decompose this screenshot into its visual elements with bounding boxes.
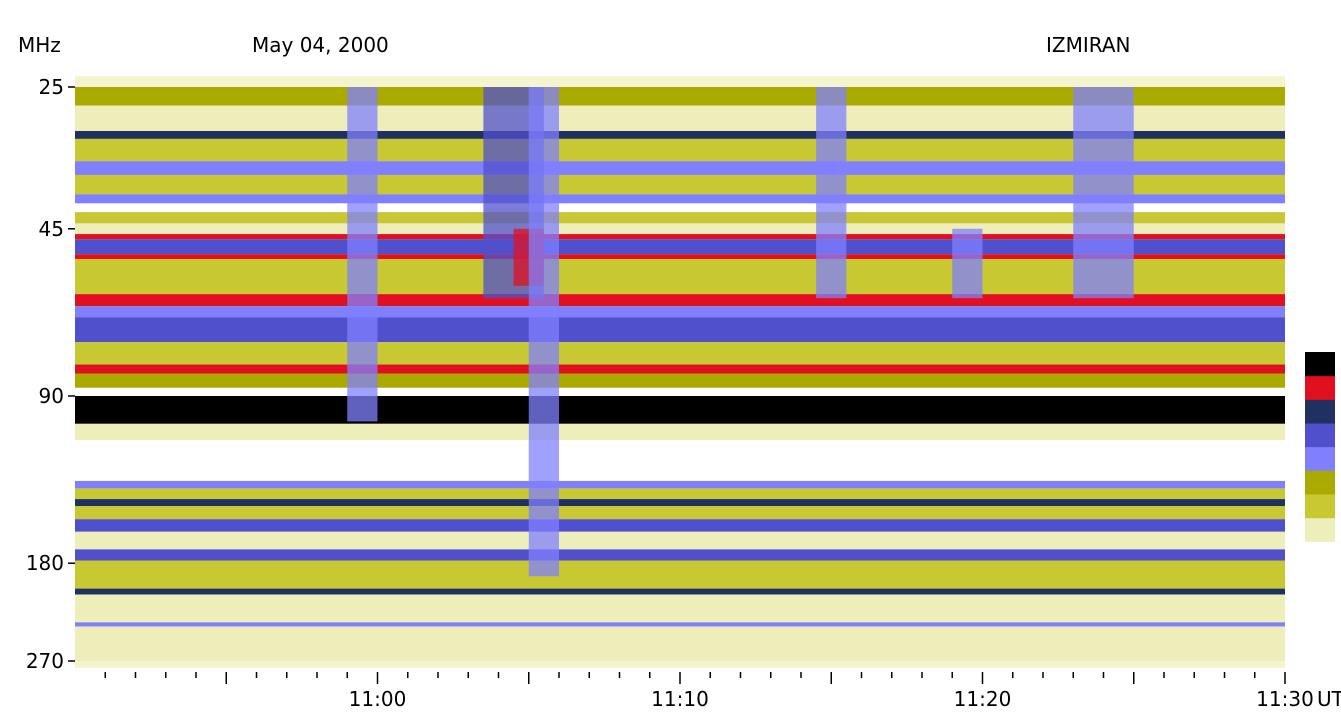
frequency-band-9 bbox=[75, 223, 1285, 235]
radio-burst-0 bbox=[347, 87, 378, 422]
frequency-band-15 bbox=[75, 306, 1285, 318]
colorbar-step-5 bbox=[1305, 423, 1335, 448]
colorbar-step-6 bbox=[1305, 399, 1335, 424]
radio-burst-4 bbox=[816, 87, 847, 299]
spectrogram-bursts bbox=[347, 87, 1134, 577]
frequency-band-33 bbox=[75, 588, 1285, 595]
date-label: May 04, 2000 bbox=[252, 33, 389, 57]
frequency-band-23 bbox=[75, 439, 1285, 481]
frequency-band-6 bbox=[75, 194, 1285, 204]
observatory-label: IZMIRAN bbox=[1046, 33, 1130, 57]
freq-tick-label-90: 90 bbox=[39, 384, 64, 408]
freq-tick-label-45: 45 bbox=[39, 217, 64, 241]
colorbar-step-3 bbox=[1305, 470, 1335, 495]
frequency-band-7 bbox=[75, 203, 1285, 213]
frequency-band-14 bbox=[75, 294, 1285, 307]
frequency-band-35 bbox=[75, 622, 1285, 627]
time-tick-label: 11:30 bbox=[1256, 687, 1314, 711]
time-unit-label: UT bbox=[1317, 687, 1341, 711]
radio-burst-6 bbox=[1073, 87, 1134, 299]
colorbar-step-7 bbox=[1305, 375, 1335, 400]
frequency-band-18 bbox=[75, 364, 1285, 374]
frequency-band-32 bbox=[75, 565, 1285, 589]
frequency-band-16 bbox=[75, 317, 1285, 343]
frequency-band-20 bbox=[75, 387, 1285, 396]
frequency-band-29 bbox=[75, 531, 1285, 550]
frequency-band-27 bbox=[75, 505, 1285, 520]
radio-burst-5 bbox=[952, 228, 983, 299]
frequency-band-30 bbox=[75, 549, 1285, 561]
frequency-axis: 25 45 90 180 270 bbox=[26, 75, 75, 673]
freq-tick-label-270: 270 bbox=[26, 649, 64, 673]
frequency-band-24 bbox=[75, 480, 1285, 489]
colorbar-step-8 bbox=[1305, 352, 1335, 377]
radio-burst-3 bbox=[528, 87, 559, 577]
colorbar-step-0 bbox=[1305, 541, 1335, 566]
frequency-band-28 bbox=[75, 519, 1285, 532]
frequency-band-19 bbox=[75, 373, 1285, 388]
freq-tick-label-25: 25 bbox=[39, 75, 64, 99]
frequency-band-8 bbox=[75, 212, 1285, 224]
frequency-band-17 bbox=[75, 342, 1285, 365]
time-tick-label: 11:00 bbox=[349, 687, 407, 711]
frequency-band-31 bbox=[75, 560, 1285, 566]
frequency-band-12 bbox=[75, 254, 1285, 259]
frequency-band-25 bbox=[75, 488, 1285, 500]
frequency-band-26 bbox=[75, 499, 1285, 506]
frequency-band-36 bbox=[75, 626, 1285, 661]
colorbar-step-1 bbox=[1305, 517, 1335, 542]
frequency-band-10 bbox=[75, 234, 1285, 240]
color-scale-bar bbox=[1305, 352, 1335, 566]
frequency-band-22 bbox=[75, 423, 1285, 440]
frequency-band-34 bbox=[75, 594, 1285, 623]
time-tick-label: 11:20 bbox=[954, 687, 1012, 711]
colorbar-step-4 bbox=[1305, 446, 1335, 471]
freq-tick-label-180: 180 bbox=[26, 551, 64, 575]
colorbar-step-2 bbox=[1305, 494, 1335, 519]
frequency-band-2 bbox=[75, 130, 1285, 139]
mhz-unit-label: MHz bbox=[18, 33, 61, 57]
time-tick-label: 11:10 bbox=[651, 687, 709, 711]
time-axis: 11:00 11:10 11:20 11:30 UT bbox=[104, 672, 1341, 711]
frequency-band-21 bbox=[75, 395, 1285, 424]
